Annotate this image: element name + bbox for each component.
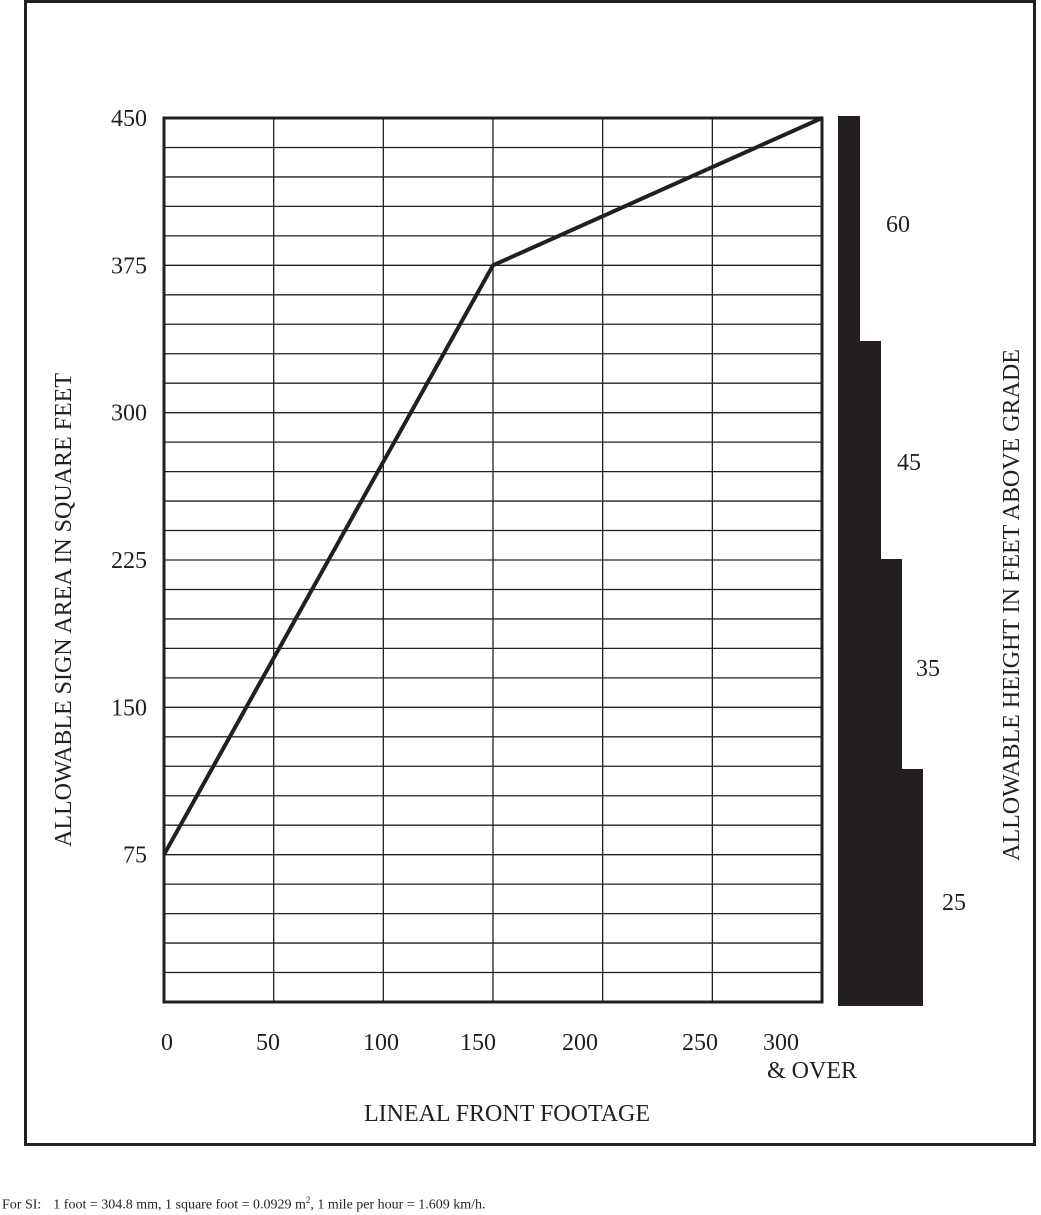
y-tick-label: 75: [123, 843, 147, 869]
height-label-25: 25: [942, 890, 966, 916]
y-axis-label: ALLOWABLE SIGN AREA IN SQUARE FEET: [51, 373, 77, 847]
y-tick-label: 150: [111, 695, 147, 721]
sign-area-line: [162, 116, 823, 856]
y-tick-label: 450: [111, 106, 147, 132]
y-axis-tick-labels: 75 150 225 300 375 450: [111, 106, 147, 869]
x-tick-label: 200: [562, 1030, 598, 1056]
x-tick-label: 100: [363, 1030, 399, 1056]
x-tick-label: 50: [256, 1030, 280, 1056]
plot-border: [162, 116, 824, 1004]
footnote-superscript: 2: [305, 1195, 311, 1205]
x-tick-label: 300: [763, 1030, 799, 1056]
x-axis-label: LINEAL FRONT FOOTAGE: [364, 1101, 650, 1127]
footnote-text-a: 1 foot = 304.8 mm, 1 square foot = 0.092…: [53, 1197, 306, 1213]
x-tick-sublabel: & OVER: [767, 1058, 857, 1084]
x-tick-label: 0: [161, 1030, 173, 1056]
height-label-45: 45: [897, 450, 921, 476]
x-axis-tick-labels: 0 50 100 150 200 250 300: [161, 1030, 799, 1056]
footnote-text-b: , 1 mile per hour = 1.609 km/h.: [310, 1197, 486, 1213]
x-tick-label: 150: [460, 1030, 496, 1056]
y2-axis-label: ALLOWABLE HEIGHT IN FEET ABOVE GRADE: [999, 349, 1025, 861]
si-footnote: For SI: 1 foot = 304.8 mm, 1 square foot …: [2, 1195, 486, 1214]
height-label-35: 35: [916, 656, 940, 682]
y-tick-label: 300: [111, 401, 147, 427]
chart-frame: [24, 0, 1036, 1146]
footnote-prefix: For SI:: [2, 1197, 42, 1213]
y-tick-label: 225: [111, 548, 147, 574]
height-step-bar: [838, 116, 923, 1006]
y-tick-label: 375: [111, 253, 147, 279]
height-label-60: 60: [886, 212, 910, 238]
x-tick-label: 250: [682, 1030, 718, 1056]
